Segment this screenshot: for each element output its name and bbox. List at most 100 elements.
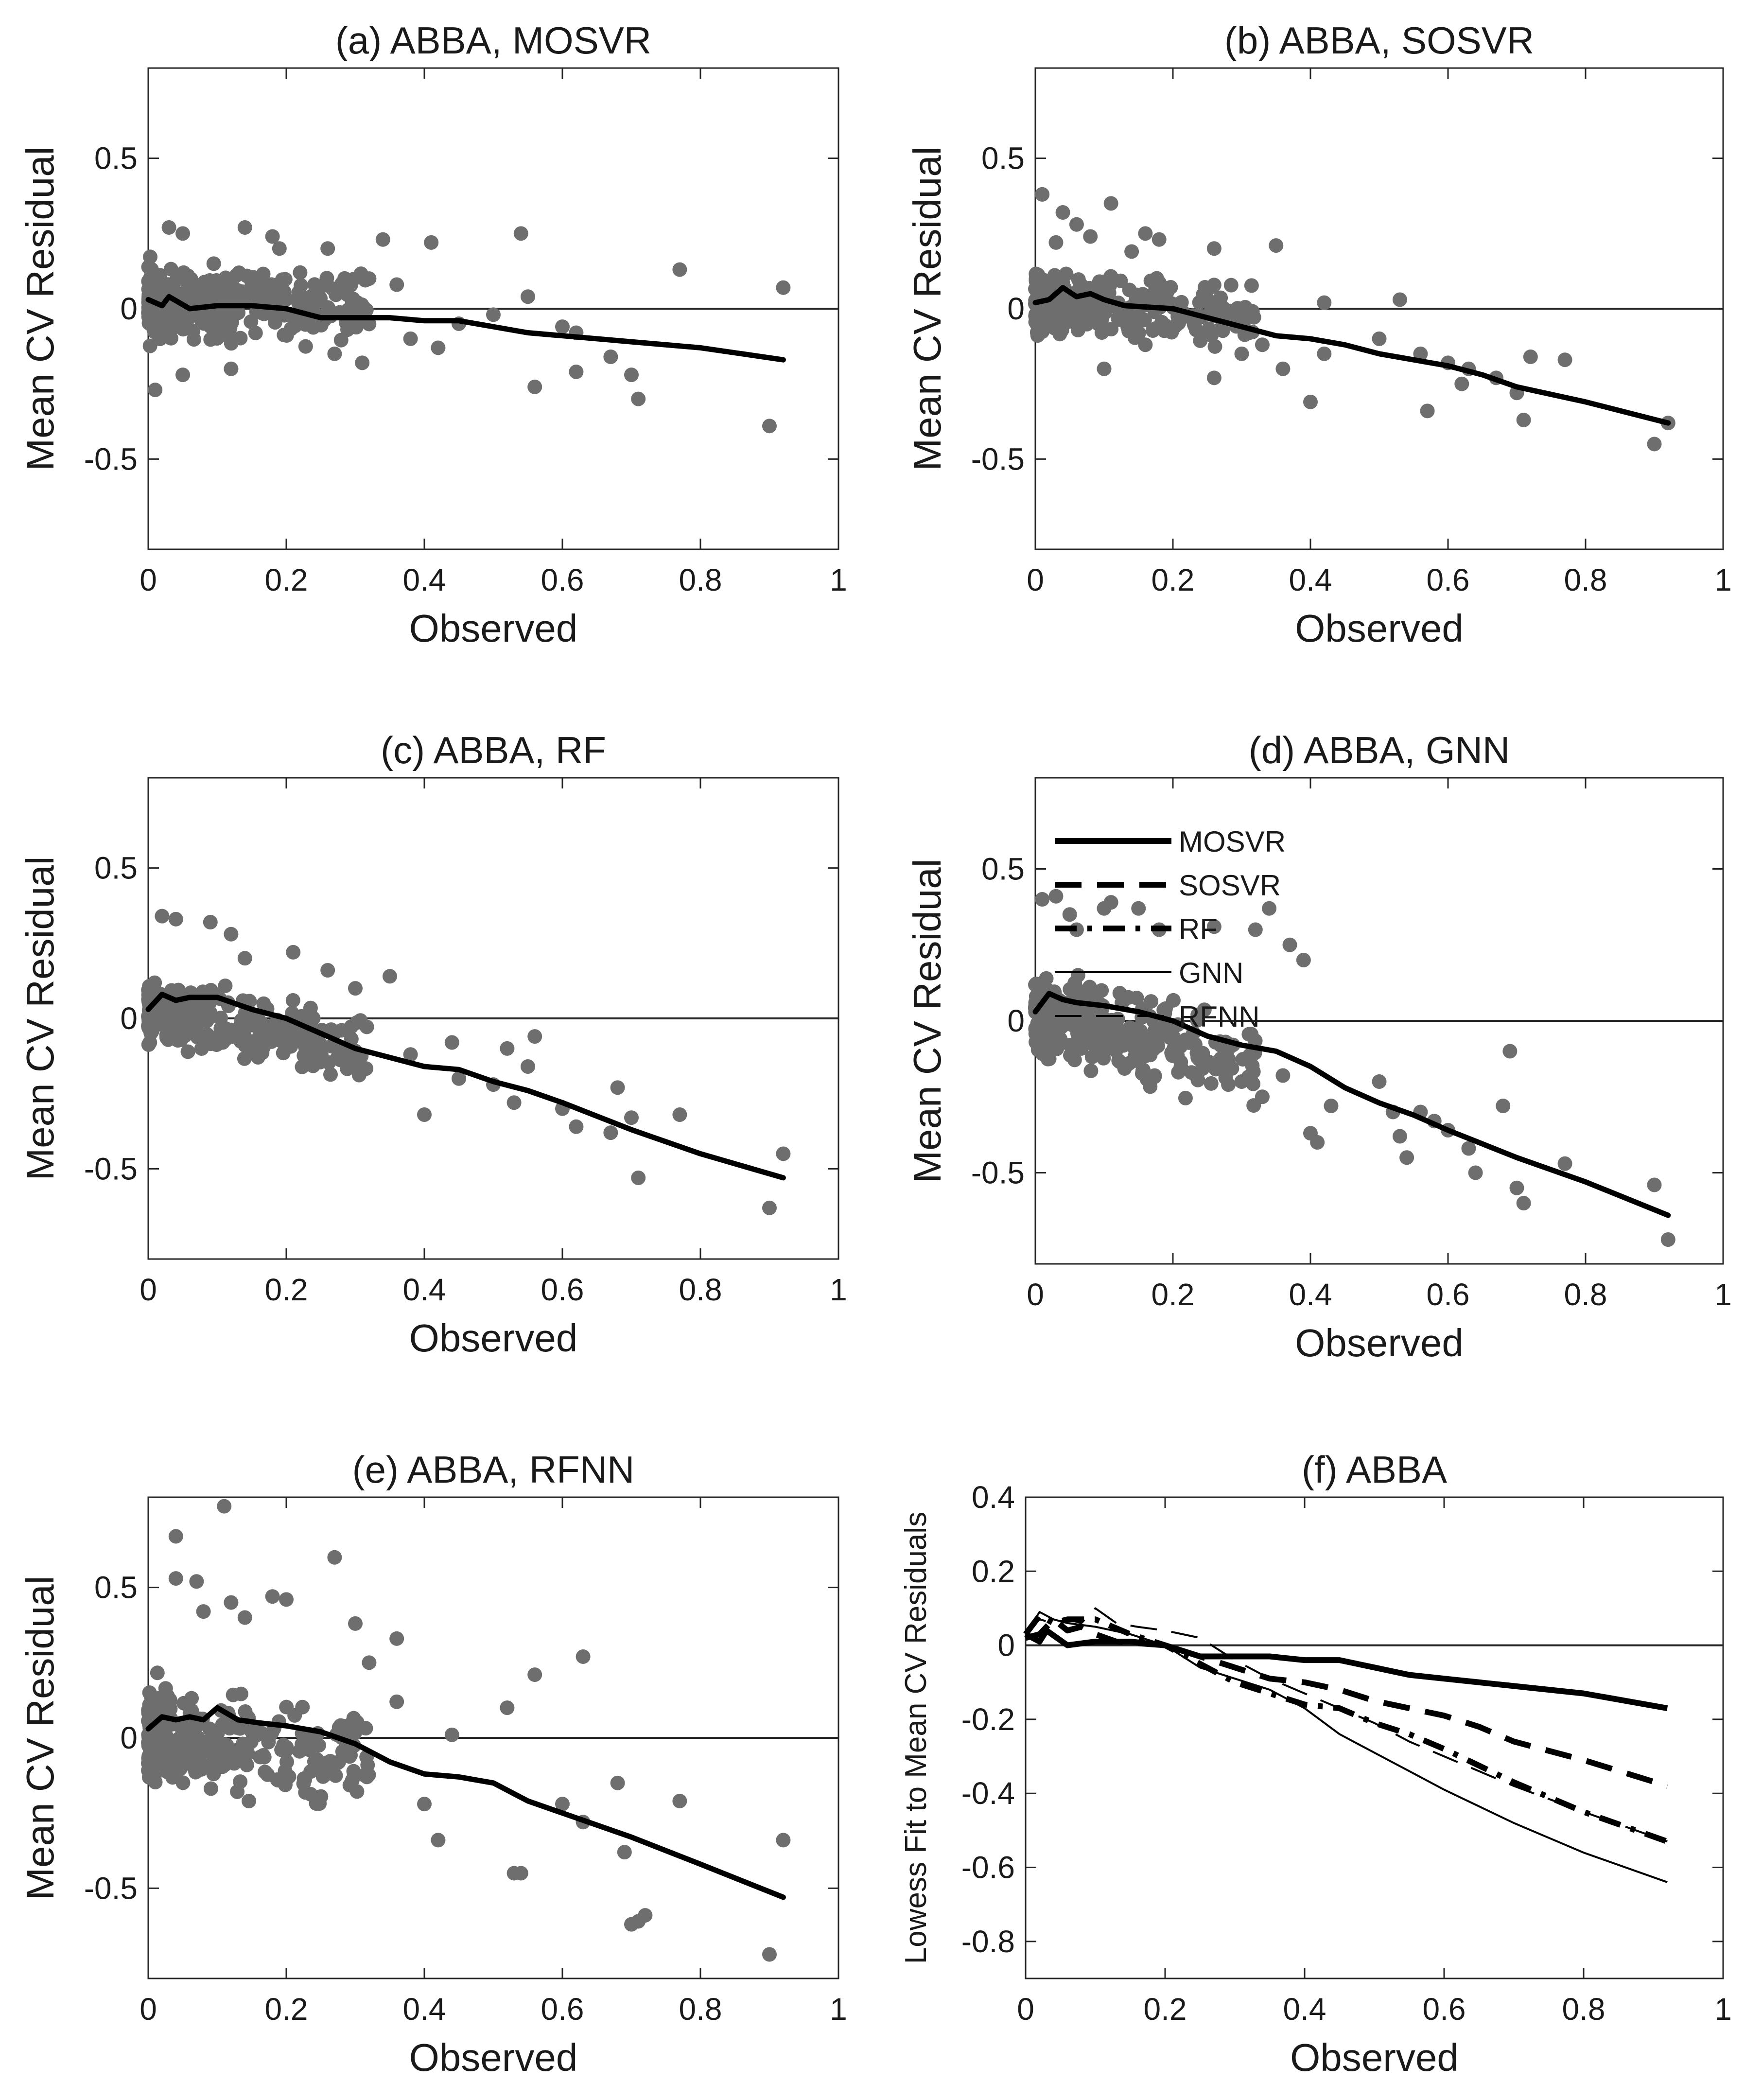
scatter-point	[265, 229, 280, 244]
scatter-point	[1223, 278, 1239, 293]
scatter-point	[1496, 1099, 1511, 1113]
scatter-point	[292, 1744, 307, 1759]
scatter-point	[298, 339, 313, 354]
scatter-point	[555, 1797, 570, 1812]
scatter-point	[672, 262, 687, 277]
scatter-point	[323, 1067, 338, 1082]
scatter-point	[1557, 352, 1572, 368]
scatter-point	[1069, 298, 1084, 313]
scatter-point	[306, 1011, 321, 1026]
scatter-point	[1468, 1165, 1483, 1180]
lowess-fit-line	[145, 294, 786, 363]
scatter-point	[307, 277, 322, 292]
scatter-point	[248, 1038, 263, 1053]
scatter-point	[224, 1022, 239, 1037]
scatter-point	[1063, 1048, 1078, 1063]
y-tick-label: -0.4	[961, 1776, 1015, 1811]
y-tick-label: 0.5	[981, 141, 1025, 176]
legend-label-gnn: GNN	[1179, 957, 1243, 989]
scatter-point	[161, 220, 176, 235]
scatter-point	[513, 1866, 528, 1881]
x-tick-label: 0.4	[1289, 562, 1332, 597]
scatter-point	[224, 927, 239, 942]
chart-title: (d) ABBA, GNN	[1249, 729, 1510, 771]
series-line-rfnn	[1025, 1607, 1668, 1843]
y-tick-label: -0.5	[84, 441, 138, 476]
legend-label-rfnn: RFNN	[1179, 1000, 1260, 1033]
scatter-point	[513, 226, 528, 241]
scatter-point	[1035, 187, 1050, 202]
scatter-point	[1167, 319, 1182, 334]
scatter-point	[1206, 370, 1222, 385]
scatter-point	[316, 1756, 331, 1771]
scatter-point	[141, 1037, 156, 1052]
scatter-point	[1039, 1002, 1054, 1017]
scatter-point	[389, 1694, 404, 1709]
scatter-point	[1138, 226, 1153, 241]
series-line-mosvr	[1024, 1628, 1668, 1712]
scatter-point	[303, 1764, 318, 1779]
scatter-point	[293, 265, 308, 280]
scatter-point	[431, 1833, 446, 1848]
scatter-point	[1045, 306, 1060, 321]
scatter-point	[762, 1200, 777, 1215]
scatter-point	[294, 278, 309, 293]
scatter-point	[348, 1616, 363, 1631]
scatter-point	[291, 296, 306, 311]
scatter-point	[1152, 275, 1167, 290]
scatter-point	[340, 1061, 355, 1076]
scatter-point	[224, 361, 239, 376]
scatter-point	[161, 1703, 176, 1718]
x-tick-label: 0.8	[1562, 1992, 1605, 2027]
x-tick-label: 1	[830, 1992, 847, 2027]
scatter-point	[1121, 990, 1136, 1005]
y-tick-label: 0	[120, 291, 138, 326]
scatter-point	[1084, 1050, 1099, 1065]
x-axis-label: Observed	[1295, 1321, 1464, 1365]
x-tick-label: 0	[140, 1992, 157, 2027]
scatter-point	[209, 331, 225, 346]
scatter-point	[375, 232, 390, 247]
scatter-point	[1204, 328, 1219, 343]
scatter-point	[672, 1107, 687, 1122]
scatter-point	[237, 220, 252, 235]
scatter-points	[1028, 889, 1675, 1247]
scatter-point	[233, 1686, 248, 1701]
scatter-point	[776, 1146, 791, 1161]
scatter-point	[1235, 1052, 1250, 1067]
x-tick-label: 0.4	[403, 1992, 446, 2027]
scatter-point	[1255, 1089, 1270, 1104]
panel-e: (e) ABBA, RFNN 0 0.2 0.4 0.6 0.8 1 0.5 0 -0.5 Obse…	[18, 1448, 847, 2079]
scatter-point	[232, 1721, 247, 1736]
x-tick-label: 1	[1714, 1277, 1732, 1312]
panel-f: (f) ABBA 0 0.2 0.4 0.6 0.8 1 0.4 0.2 0 -0.2 -0.4 -0.…	[899, 825, 1732, 2079]
chart-title: (f) ABBA	[1302, 1448, 1447, 1491]
scatter-point	[1094, 325, 1109, 340]
scatter-point	[1275, 361, 1291, 376]
scatter-point	[1048, 235, 1064, 250]
scatter-point	[1138, 337, 1153, 352]
scatter-point	[762, 419, 777, 434]
scatter-point	[167, 1020, 182, 1035]
scatter-point	[403, 331, 418, 346]
scatter-point	[1124, 244, 1139, 259]
scatter-point	[1660, 1232, 1675, 1247]
x-tick-label: 0.8	[679, 1992, 722, 2027]
scatter-point	[166, 281, 181, 296]
y-axis-label: Mean CV Residual	[906, 859, 949, 1183]
lowess-fit-line	[145, 1705, 786, 1900]
scatter-point	[1647, 1177, 1662, 1192]
scatter-point	[1234, 346, 1249, 361]
scatter-point	[141, 1012, 157, 1027]
scatter-point	[1282, 937, 1297, 952]
scatter-point	[500, 1700, 515, 1715]
scatter-point	[1033, 309, 1048, 324]
x-tick-label: 0	[1017, 1992, 1034, 2027]
scatter-point	[1062, 907, 1077, 922]
scatter-point	[1206, 241, 1222, 256]
scatter-point	[1189, 1046, 1204, 1061]
scatter-point	[202, 273, 217, 288]
scatter-point	[286, 945, 301, 960]
scatter-point	[171, 982, 186, 998]
scatter-point	[296, 1776, 311, 1791]
